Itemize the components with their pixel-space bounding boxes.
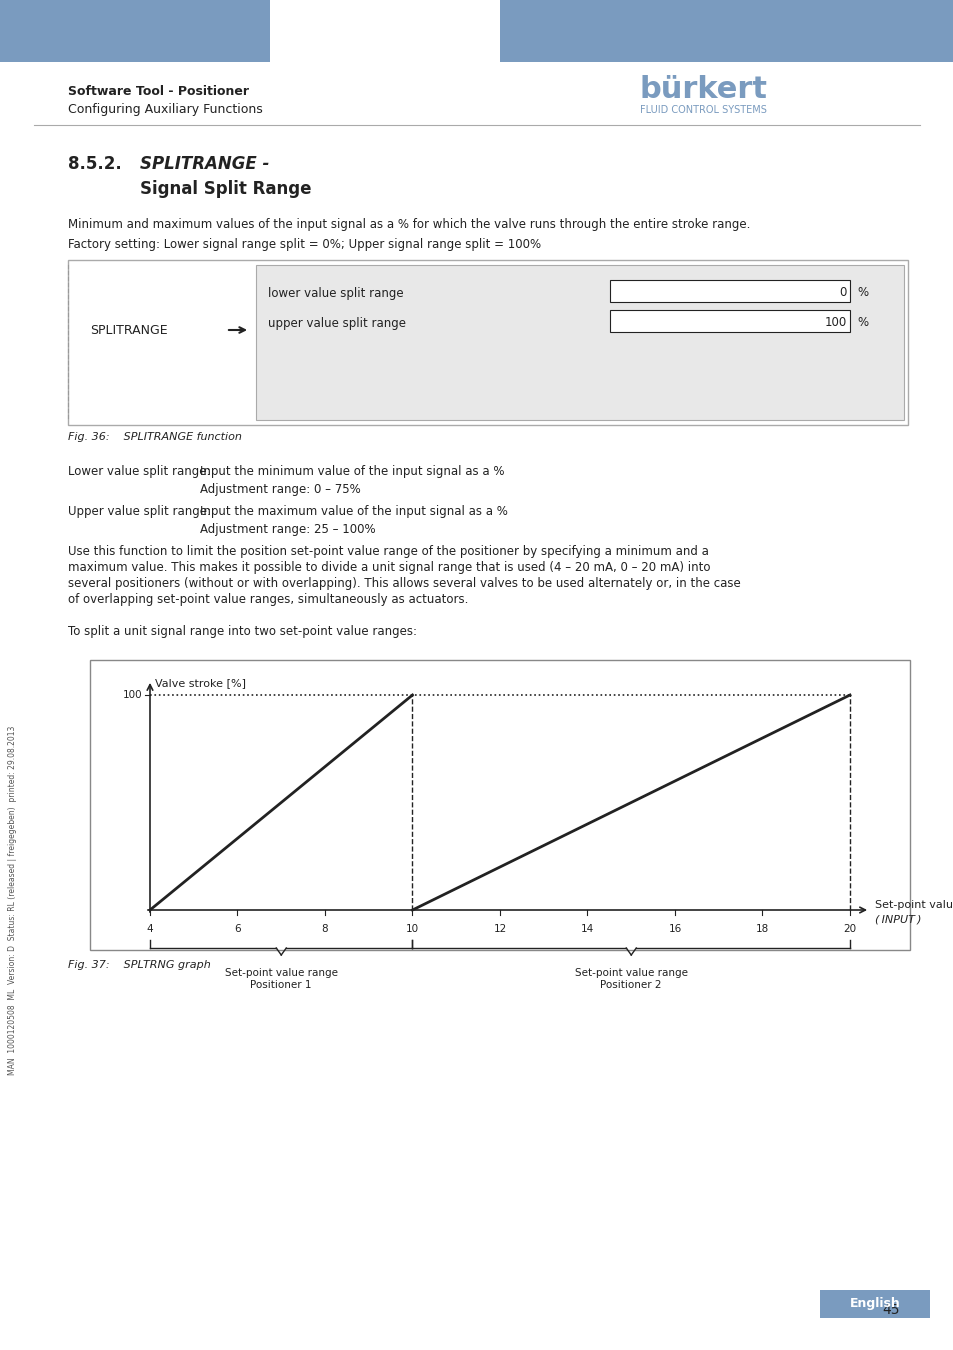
Text: 100: 100 — [824, 316, 846, 329]
Text: 16: 16 — [668, 923, 680, 934]
Text: upper value split range: upper value split range — [268, 316, 406, 329]
Text: Lower value split range:: Lower value split range: — [68, 464, 211, 478]
Text: %: % — [856, 316, 867, 329]
Text: 100: 100 — [122, 690, 142, 701]
Text: Input the maximum value of the input signal as a %: Input the maximum value of the input sig… — [200, 505, 507, 518]
Text: ( INPUT ): ( INPUT ) — [874, 915, 921, 925]
Text: 6: 6 — [233, 923, 240, 934]
Bar — [634, 0, 685, 14]
Text: Signal Split Range: Signal Split Range — [140, 180, 312, 198]
Text: 14: 14 — [580, 923, 594, 934]
Text: Upper value split range:: Upper value split range: — [68, 505, 211, 518]
Text: SPLITRANGE -: SPLITRANGE - — [140, 155, 269, 173]
Text: English: English — [849, 1297, 900, 1311]
Text: 0: 0 — [839, 286, 846, 300]
Text: 45: 45 — [882, 1303, 899, 1318]
Text: Fig. 37:    SPLTRNG graph: Fig. 37: SPLTRNG graph — [68, 960, 211, 971]
Text: Valve stroke [%]: Valve stroke [%] — [154, 678, 246, 688]
Bar — [609, 310, 849, 332]
Text: Use this function to limit the position set-point value range of the positioner : Use this function to limit the position … — [68, 545, 708, 558]
Text: 8.5.2.: 8.5.2. — [68, 155, 122, 173]
Bar — [0, 0, 270, 62]
Text: 18: 18 — [755, 923, 768, 934]
Bar — [618, 0, 631, 14]
Text: MAN  1000120508  ML  Version: D  Status: RL (released | freigegeben)  printed: 2: MAN 1000120508 ML Version: D Status: RL … — [9, 725, 17, 1075]
Text: Adjustment range: 25 – 100%: Adjustment range: 25 – 100% — [200, 522, 375, 536]
Text: lower value split range: lower value split range — [268, 286, 403, 300]
Text: 20: 20 — [842, 923, 856, 934]
Bar — [599, 0, 614, 14]
Bar — [609, 279, 849, 302]
Bar — [820, 1291, 929, 1318]
Text: 10: 10 — [406, 923, 418, 934]
Text: To split a unit signal range into two set-point value ranges:: To split a unit signal range into two se… — [68, 625, 416, 639]
Text: Minimum and maximum values of the input signal as a % for which the valve runs t: Minimum and maximum values of the input … — [68, 217, 750, 231]
Text: bürkert: bürkert — [639, 76, 767, 104]
Bar — [255, 265, 903, 420]
Text: Fig. 36:    SPLITRANGE function: Fig. 36: SPLITRANGE function — [68, 432, 242, 441]
Text: Adjustment range: 0 – 75%: Adjustment range: 0 – 75% — [200, 483, 360, 495]
Text: %: % — [856, 286, 867, 300]
Text: maximum value. This makes it possible to divide a unit signal range that is used: maximum value. This makes it possible to… — [68, 562, 710, 574]
Text: Factory setting: Lower signal range split = 0%; Upper signal range split = 100%: Factory setting: Lower signal range spli… — [68, 238, 540, 251]
Bar — [90, 660, 909, 950]
Text: SPLITRANGE: SPLITRANGE — [90, 324, 168, 336]
Text: Set-point value range
Positioner 2: Set-point value range Positioner 2 — [574, 968, 687, 990]
Text: Configuring Auxiliary Functions: Configuring Auxiliary Functions — [68, 103, 262, 116]
Bar — [68, 261, 907, 425]
Text: of overlapping set-point value ranges, simultaneously as actuators.: of overlapping set-point value ranges, s… — [68, 593, 468, 606]
Bar — [499, 0, 953, 62]
Text: Set-point value [mA]: Set-point value [mA] — [874, 900, 953, 910]
Text: Input the minimum value of the input signal as a %: Input the minimum value of the input sig… — [200, 464, 504, 478]
Text: 8: 8 — [321, 923, 328, 934]
Text: FLUID CONTROL SYSTEMS: FLUID CONTROL SYSTEMS — [639, 105, 766, 115]
Text: Software Tool - Positioner: Software Tool - Positioner — [68, 85, 249, 99]
Text: 12: 12 — [493, 923, 506, 934]
Text: Set-point value range
Positioner 1: Set-point value range Positioner 1 — [225, 968, 337, 990]
Text: 4: 4 — [147, 923, 153, 934]
Text: several positioners (without or with overlapping). This allows several valves to: several positioners (without or with ove… — [68, 576, 740, 590]
